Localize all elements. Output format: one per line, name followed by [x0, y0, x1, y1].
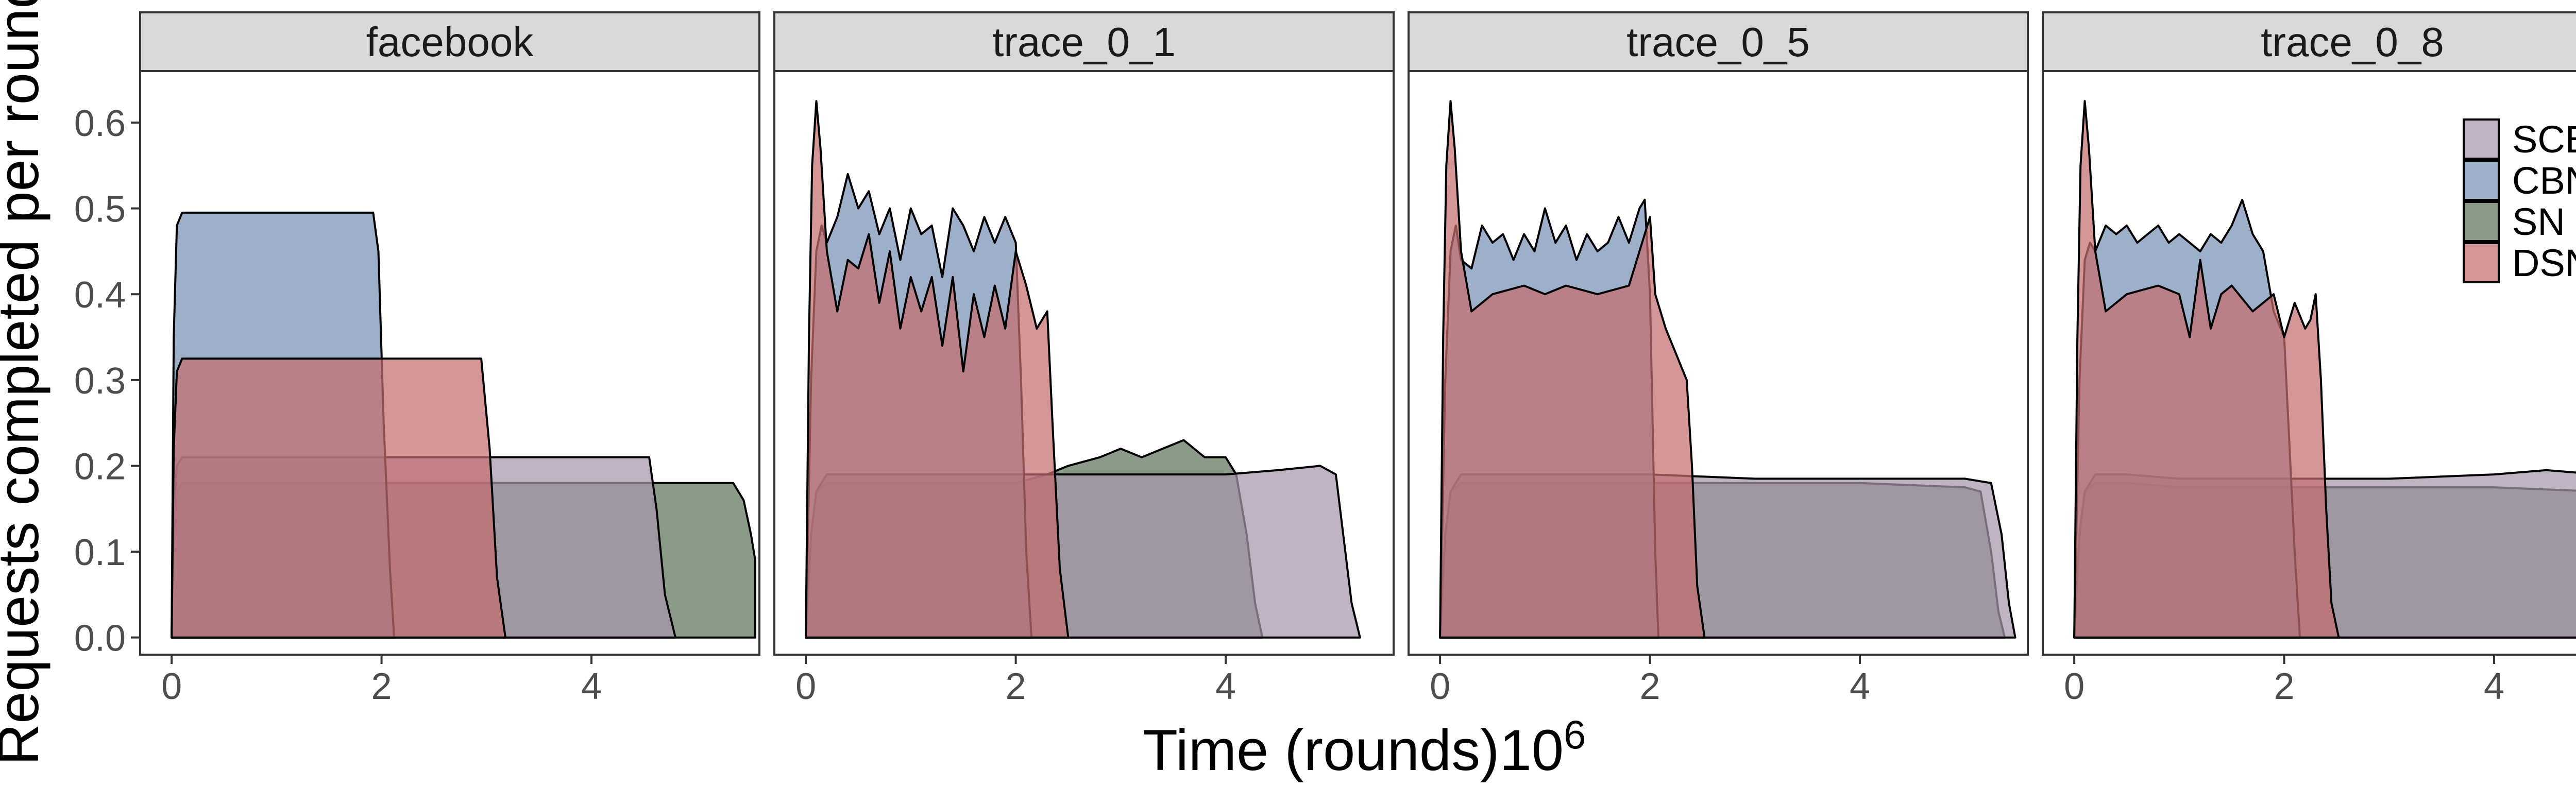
- x-tick-label: 4: [581, 666, 602, 707]
- x-tick-label: 4: [1215, 666, 1236, 707]
- area-DSN: [171, 357, 506, 639]
- panel-strip: [139, 11, 760, 72]
- y-tick-label: 0.1: [74, 532, 126, 573]
- panel-trace_0_5: trace_0_5 0 2 4: [1408, 11, 2029, 707]
- y-tick-label: 0.4: [74, 275, 126, 316]
- y-tick-label: 0.0: [74, 618, 126, 659]
- legend-label-DSN: DSN: [2512, 242, 2576, 284]
- x-tick-label: 0: [161, 666, 182, 707]
- panel-border: [2042, 70, 2576, 656]
- y-axis-title: Requests completed per round: [0, 0, 50, 765]
- legend-label-CBN: CBN: [2512, 159, 2576, 202]
- x-axis-title-exponent: 6: [1564, 712, 1586, 757]
- panel-border: [773, 70, 1395, 656]
- panels: facebook 0 2 4 0.0 0.1 0.2 0.3 0.4 0.5 0.6 trace_0_…: [74, 11, 2576, 707]
- legend-key-DSN: [2463, 242, 2500, 283]
- panel-strip-label: facebook: [366, 19, 534, 65]
- panel-strip-label: trace_0_1: [992, 19, 1176, 65]
- legend-label-SCB: SCB: [2512, 118, 2576, 161]
- x-tick-label: 2: [371, 666, 392, 707]
- legend-label-SN: SN: [2512, 200, 2565, 243]
- panel-border: [1408, 70, 2029, 656]
- panel-strip-label: trace_0_5: [1626, 19, 1810, 65]
- panel-trace_0_8: trace_0_8 0 2 4: [2042, 11, 2576, 707]
- y-tick-label: 0.2: [74, 446, 126, 487]
- panel-strip-label: trace_0_8: [2261, 19, 2444, 65]
- y-tick-label: 0.6: [74, 103, 126, 144]
- panel-strip: [1408, 11, 2029, 72]
- x-tick-label: 2: [1640, 666, 1660, 707]
- y-tick-label: 0.5: [74, 189, 126, 230]
- x-axis-title: Time (rounds)106: [1143, 712, 1586, 782]
- legend-key-CBN: [2463, 160, 2500, 201]
- panel-border: [139, 70, 760, 656]
- y-tick-label: 0.3: [74, 361, 126, 402]
- x-tick-label: 2: [1006, 666, 1026, 707]
- area-DSN: [2073, 100, 2340, 639]
- x-axis-title-main: Time (rounds)10: [1143, 718, 1564, 782]
- x-tick-label: 0: [1430, 666, 1450, 707]
- panel-trace_0_1: trace_0_1 0 2 4: [773, 11, 1395, 707]
- panel-strip: [773, 11, 1395, 72]
- area-DSN: [805, 100, 1070, 639]
- panel-facebook: facebook 0 2 4 0.0 0.1 0.2 0.3 0.4 0.5 0.6: [74, 11, 760, 707]
- x-tick-label: 4: [1850, 666, 1870, 707]
- x-tick-label: 0: [2064, 666, 2084, 707]
- x-tick-label: 0: [795, 666, 816, 707]
- x-tick-label: 2: [2274, 666, 2295, 707]
- legend-key-SCB: [2463, 118, 2500, 160]
- x-tick-label: 4: [2484, 666, 2504, 707]
- area-DSN: [1439, 100, 1706, 639]
- legend-key-SN: [2463, 201, 2500, 242]
- legend: SCBCBNSNDSN: [2463, 118, 2576, 284]
